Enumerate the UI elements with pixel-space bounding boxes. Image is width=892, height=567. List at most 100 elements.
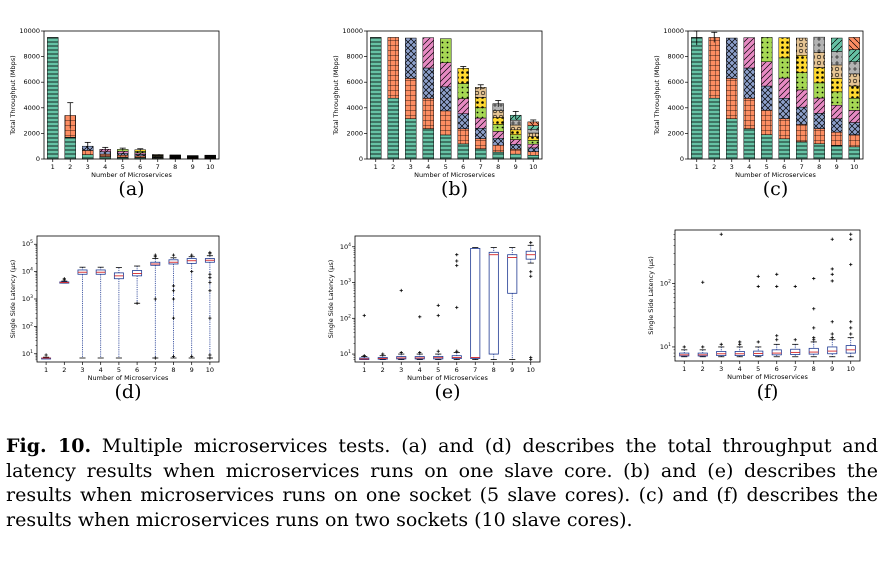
outlier: [529, 358, 533, 362]
outlier: [830, 320, 834, 324]
outlier: [171, 354, 176, 359]
bar-segment: [99, 153, 111, 157]
x-tick-label: 5: [117, 366, 121, 374]
y-tick-label: 4000: [346, 104, 363, 112]
x-tick-label: 3: [730, 163, 734, 171]
x-tick-label: 2: [68, 163, 72, 171]
outlier: [436, 303, 440, 307]
outlier: [775, 284, 779, 289]
bar-segment: [457, 83, 469, 99]
bar-segment: [813, 52, 825, 68]
bar-segment: [510, 144, 522, 150]
bar-segment: [492, 117, 504, 125]
y-tick-label: 104: [22, 267, 33, 276]
axes-frame: [354, 235, 541, 363]
x-tick-label: 5: [444, 163, 448, 171]
x-tick-label: 3: [86, 163, 90, 171]
outlier: [701, 345, 705, 349]
outlier: [849, 332, 853, 336]
y-tick-label: 4000: [23, 104, 40, 112]
bar-segment: [117, 151, 129, 154]
bar-segment: [778, 118, 790, 140]
outlier: [812, 326, 816, 330]
chart-b: 0 2000 4000 6000 8000 10000 1 2 3 4 5 6 7 8 9 10 Number …: [332, 27, 543, 200]
bar-segment: [82, 150, 94, 155]
bar-segment: [387, 97, 399, 160]
bar-segment: [475, 107, 487, 119]
bar-segment: [778, 37, 790, 59]
bar-segment: [440, 110, 452, 136]
x-tick-label: 1: [682, 365, 686, 373]
x-tick-label: 2: [391, 163, 395, 171]
outlier: [830, 272, 834, 276]
outlier: [208, 356, 212, 360]
x-tick-label: 10: [527, 366, 535, 374]
bar-segment: [440, 38, 452, 63]
outlier: [455, 263, 459, 268]
box: [790, 348, 801, 355]
bar-segment: [796, 72, 808, 91]
outlier: [682, 345, 686, 349]
x-tick-label: 3: [719, 365, 723, 373]
outlier: [830, 237, 834, 241]
y-tick-label: 101: [22, 349, 33, 358]
x-tick-label: 1: [44, 366, 48, 374]
bar-segment: [726, 37, 738, 79]
x-tick-label: 7: [793, 365, 797, 373]
outlier: [362, 313, 366, 318]
bar-segment: [796, 37, 808, 56]
bar-segment: [457, 143, 469, 160]
x-tick-label: 8: [812, 365, 816, 373]
outlier: [455, 253, 459, 257]
outlier: [849, 326, 853, 330]
outlier: [849, 262, 853, 267]
bar-segment: [527, 140, 539, 145]
x-tick-label: 8: [496, 163, 500, 171]
y-tick-label: 103: [340, 278, 351, 287]
bar-segment: [99, 156, 111, 160]
x-tick-label: 8: [817, 163, 821, 171]
outlier: [775, 272, 779, 276]
x-tick-label: 4: [418, 366, 422, 374]
x-tick-label: 6: [782, 163, 786, 171]
x-tick-label: 8: [492, 366, 496, 374]
x-tick-label: 10: [847, 365, 855, 373]
subfigure-label: (e): [434, 381, 460, 403]
box: [525, 250, 536, 260]
bar-segment: [492, 138, 504, 146]
chart-d: 101 102 103 104 105 1 2 3 4 5 6 7 8 9 10 Number of Micr…: [9, 235, 220, 403]
x-tick-label: 6: [138, 163, 142, 171]
bar-segment: [527, 147, 539, 152]
bar-segment: [831, 91, 843, 106]
bar-segment: [492, 124, 504, 132]
bar-segment: [64, 136, 76, 160]
x-tick-label: 3: [409, 163, 413, 171]
bar-segment: [796, 55, 808, 73]
bar-segment: [422, 37, 434, 69]
bar-segment: [848, 73, 860, 87]
x-tick-label: 9: [191, 163, 195, 171]
outlier: [529, 270, 533, 274]
x-tick-label: 9: [510, 366, 514, 374]
bar-segment: [492, 151, 504, 160]
subfigure-label: (f): [757, 381, 779, 403]
figure-caption: Fig. 10. Multiple microservices tests. (…: [6, 434, 878, 532]
bar-segment: [708, 37, 720, 99]
outlier: [190, 253, 194, 257]
y-axis-label: Single Side Latency (μs): [647, 256, 655, 335]
outlier: [812, 307, 816, 311]
y-tick-label: 2000: [23, 129, 40, 137]
chart-a: 0 2000 4000 6000 8000 10000 1 2 3 4 5 6 7 8 9 10 Number …: [9, 27, 220, 200]
outlier: [399, 350, 403, 355]
subfigure-label: (a): [118, 178, 144, 200]
subfigure-label: (c): [763, 178, 788, 200]
outlier: [190, 270, 194, 274]
outlier: [153, 297, 157, 301]
bar-segment: [457, 98, 469, 114]
bar-segment: [422, 67, 434, 99]
box: [771, 349, 782, 356]
bar-segment: [726, 78, 738, 119]
bar-segment: [796, 141, 808, 160]
y-tick-label: 104: [340, 242, 351, 251]
outlier: [756, 340, 760, 344]
